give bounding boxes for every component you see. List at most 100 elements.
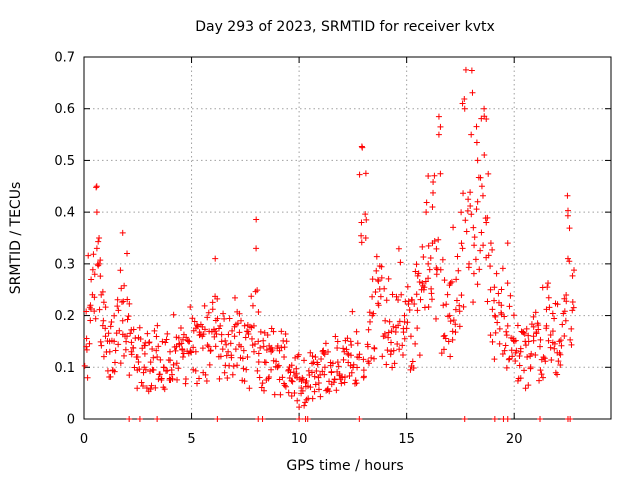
data-point	[537, 343, 544, 350]
data-point	[143, 384, 150, 391]
data-point	[126, 416, 133, 422]
data-point	[344, 335, 351, 342]
data-point	[359, 144, 366, 151]
data-point	[261, 387, 268, 394]
data-point	[358, 219, 365, 226]
data-point	[368, 354, 375, 361]
data-point	[153, 347, 160, 354]
data-point	[315, 379, 322, 386]
data-point	[331, 376, 338, 383]
data-point	[537, 416, 544, 422]
data-point	[97, 273, 104, 280]
data-point	[433, 245, 440, 252]
data-point	[288, 377, 295, 384]
data-point	[352, 377, 359, 384]
data-point	[221, 315, 228, 322]
data-point	[119, 229, 126, 236]
data-point	[294, 397, 301, 404]
data-point	[326, 378, 333, 385]
data-point	[557, 351, 564, 358]
data-point	[461, 416, 468, 422]
data-point	[383, 361, 390, 368]
data-point	[320, 349, 327, 356]
data-point	[391, 360, 398, 367]
y-tick-label: 0.1	[54, 361, 75, 376]
data-point	[281, 382, 288, 389]
data-point	[175, 365, 182, 372]
data-point	[496, 340, 503, 347]
data-point	[551, 315, 558, 322]
x-tick-label: 0	[80, 432, 88, 447]
data-point	[252, 288, 259, 295]
data-point	[244, 353, 251, 360]
data-point	[403, 325, 410, 332]
data-point	[182, 375, 189, 382]
data-point	[378, 274, 385, 281]
data-point	[360, 373, 367, 380]
data-point	[371, 355, 378, 362]
data-point	[564, 255, 571, 262]
data-point	[238, 317, 245, 324]
data-points	[81, 66, 578, 422]
data-point	[354, 340, 361, 347]
data-point	[321, 351, 328, 358]
data-point	[533, 330, 540, 337]
data-point	[536, 377, 543, 384]
data-point	[209, 299, 216, 306]
data-point	[419, 279, 426, 286]
data-point	[285, 389, 292, 396]
data-point	[335, 363, 342, 370]
data-point	[103, 348, 110, 355]
x-tick-label: 20	[506, 432, 523, 447]
data-point	[274, 363, 281, 370]
data-point	[131, 364, 138, 371]
data-point	[567, 416, 574, 422]
data-point	[378, 263, 385, 270]
data-point	[301, 402, 308, 409]
data-point	[190, 366, 197, 373]
data-point	[388, 328, 395, 335]
data-point	[494, 319, 501, 326]
data-point	[448, 278, 455, 285]
data-point	[190, 344, 197, 351]
data-point	[334, 359, 341, 366]
data-point	[447, 280, 454, 287]
data-point	[440, 302, 447, 309]
data-point	[108, 337, 115, 344]
data-point	[463, 228, 470, 235]
x-axis-title: GPS time / hours	[286, 458, 403, 474]
data-point	[203, 377, 210, 384]
data-point	[414, 307, 421, 314]
data-point	[249, 302, 256, 309]
data-point	[491, 284, 498, 291]
data-point	[309, 395, 316, 402]
data-point	[194, 323, 201, 330]
data-point	[96, 235, 103, 241]
data-point	[271, 391, 278, 398]
data-point	[452, 329, 459, 336]
data-point	[145, 339, 152, 346]
data-point	[256, 374, 263, 381]
data-point	[140, 383, 147, 390]
data-point	[123, 338, 130, 345]
data-point	[362, 235, 369, 241]
data-point	[329, 360, 336, 367]
data-point	[542, 358, 549, 365]
data-point	[222, 337, 229, 344]
data-point	[236, 310, 243, 317]
data-point	[333, 387, 340, 394]
data-point	[334, 344, 341, 351]
data-point	[325, 348, 332, 355]
data-point	[363, 216, 370, 223]
data-point	[214, 416, 221, 422]
data-point	[487, 286, 494, 293]
data-point	[484, 298, 491, 305]
data-point	[437, 266, 444, 273]
data-point	[425, 260, 432, 267]
data-point	[122, 333, 129, 340]
data-point	[90, 251, 97, 258]
data-point	[412, 340, 419, 347]
data-point	[427, 255, 434, 261]
data-point	[285, 366, 292, 373]
y-tick-label: 0.3	[54, 257, 75, 272]
